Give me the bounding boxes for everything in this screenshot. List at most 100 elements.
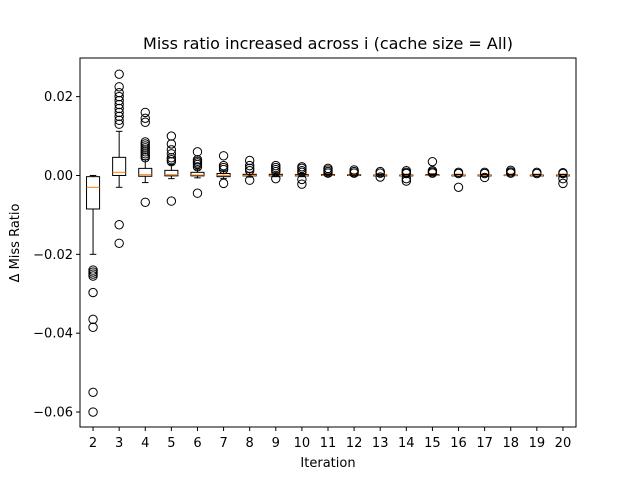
x-tick-label-7: 7: [219, 436, 227, 451]
y-tick-label-4: −0.06: [33, 406, 73, 421]
flier-17-2: [479, 172, 490, 183]
flier-5-7: [166, 196, 177, 206]
flier-3-11: [114, 220, 124, 230]
box-5: [164, 169, 179, 177]
flier-2-5: [88, 314, 98, 325]
flier-8-4: [244, 175, 255, 185]
x-tick-label-14: 14: [398, 436, 415, 451]
flier-2-3: [88, 271, 98, 281]
box-2: [86, 176, 101, 210]
flier-3-4: [114, 103, 124, 114]
x-tick-label-20: 20: [555, 436, 572, 451]
flier-6-0: [192, 162, 203, 172]
flier-5-6: [166, 131, 177, 141]
x-tick-label-13: 13: [372, 436, 389, 451]
flier-3-2: [114, 111, 124, 122]
flier-20-1: [558, 168, 568, 178]
flier-6-4: [192, 155, 203, 165]
flier-2-6: [88, 322, 98, 332]
y-tick-label-2: −0.02: [33, 248, 73, 263]
flier-8-0: [244, 166, 255, 176]
flier-14-3: [401, 173, 412, 184]
flier-9-3: [271, 160, 281, 171]
flier-12-2: [349, 165, 359, 175]
x-tick-label-8: 8: [246, 436, 254, 451]
flier-5-5: [166, 139, 177, 149]
flier-20-2: [558, 173, 568, 184]
x-tick-label-6: 6: [193, 436, 201, 451]
flier-3-6: [114, 95, 124, 106]
x-axis-title: Iteration: [300, 456, 355, 471]
flier-19-1: [532, 167, 542, 178]
flier-8-3: [244, 155, 255, 166]
flier-20-3: [558, 178, 568, 189]
box-6: [190, 171, 205, 177]
flier-5-4: [166, 145, 177, 155]
x-tick-label-5: 5: [167, 436, 175, 451]
flier-3-0: [114, 119, 124, 129]
flier-3-1: [114, 115, 124, 125]
x-tick-label-15: 15: [424, 436, 441, 451]
plot-area: 0.02 0.00 −0.02 −0.04 −0.06 2 3 4 5 6 7 8 9 10 11 12 13 1…: [33, 57, 577, 451]
flier-8-2: [244, 160, 255, 171]
flier-6-6: [192, 188, 203, 198]
flier-11-3: [323, 163, 333, 174]
x-tick-label-12: 12: [346, 436, 363, 451]
x-tick-label-17: 17: [476, 436, 493, 451]
flier-9-4: [271, 173, 281, 184]
flier-10-5: [297, 179, 307, 189]
flier-3-3: [114, 107, 124, 118]
flier-3-9: [114, 82, 124, 92]
x-tick-label-4: 4: [141, 436, 149, 451]
box-4: [138, 167, 153, 177]
flier-10-3: [297, 162, 307, 172]
flier-2-4: [88, 287, 98, 298]
flier-15-3: [427, 156, 438, 167]
x-tick-label-2: 2: [89, 436, 97, 451]
y-tick-label-3: −0.04: [33, 327, 73, 342]
x-tick-label-11: 11: [320, 436, 337, 451]
flier-3-5: [114, 99, 124, 110]
flier-15-2: [427, 166, 438, 176]
x-tick-label-10: 10: [294, 436, 311, 451]
flier-4-10: [140, 113, 150, 124]
flier-3-12: [114, 238, 124, 248]
flier-5-2: [166, 153, 177, 163]
flier-14-4: [401, 176, 412, 186]
flier-17-1: [479, 167, 490, 178]
flier-16-2: [453, 182, 464, 193]
y-tick-label-0: 0.02: [44, 90, 73, 105]
flier-2-8: [88, 407, 98, 417]
flier-7-2: [218, 160, 229, 171]
flier-2-7: [88, 387, 98, 398]
flier-10-4: [297, 174, 307, 185]
flier-7-4: [218, 178, 229, 189]
flier-14-2: [401, 166, 412, 176]
flier-4-12: [140, 197, 150, 207]
flier-6-5: [192, 147, 203, 157]
chart-title: Miss ratio increased across i (cache siz…: [143, 34, 513, 53]
x-tick-label-3: 3: [115, 436, 123, 451]
flier-13-1: [375, 166, 385, 177]
flier-4-11: [140, 107, 150, 118]
box-3: [112, 156, 127, 176]
flier-8-1: [244, 163, 255, 174]
x-tick-label-16: 16: [450, 436, 467, 451]
flier-4-9: [140, 117, 150, 127]
flier-16-1: [453, 167, 464, 178]
flier-4-8: [140, 137, 150, 147]
x-tick-label-9: 9: [272, 436, 280, 451]
flier-18-2: [506, 165, 516, 176]
x-tick-label-19: 19: [529, 436, 546, 451]
flier-5-3: [166, 149, 177, 159]
flier-13-2: [375, 172, 385, 182]
y-axis-title: Δ Miss Ratio: [8, 204, 23, 283]
flier-3-10: [114, 69, 124, 79]
x-tick-label-18: 18: [502, 436, 519, 451]
y-tick-label-1: 0.00: [44, 169, 73, 184]
flier-7-3: [218, 151, 229, 161]
flier-3-7: [114, 91, 124, 102]
flier-3-8: [114, 87, 124, 98]
